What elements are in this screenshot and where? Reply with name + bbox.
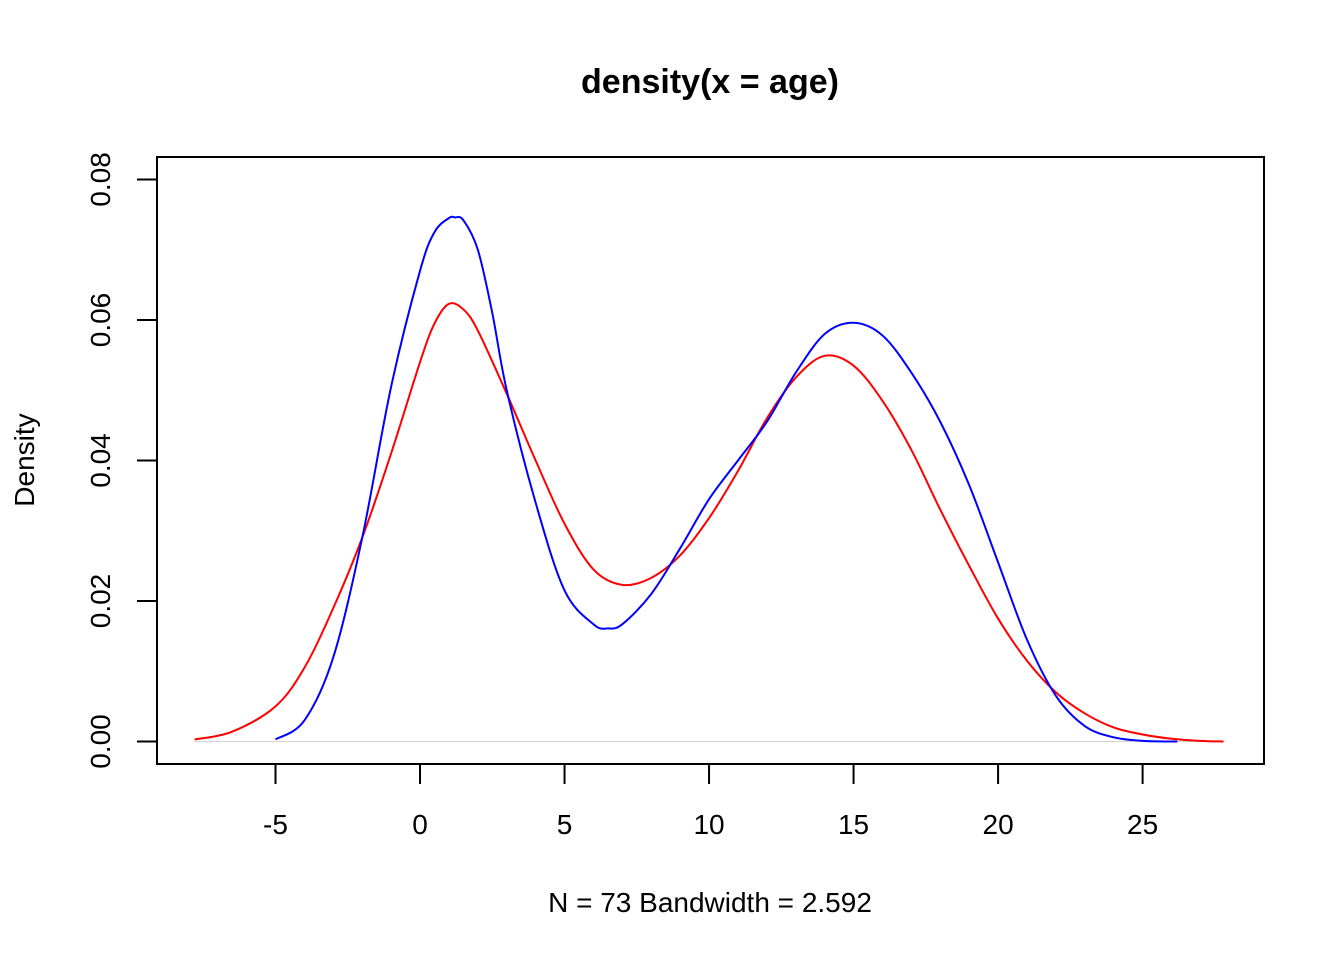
y-axis-label: Density bbox=[9, 413, 40, 506]
x-tick-label: 20 bbox=[983, 809, 1014, 840]
chart-title: density(x = age) bbox=[581, 63, 839, 101]
density-curve-1 bbox=[194, 302, 1224, 743]
y-tick-label: 0.02 bbox=[85, 574, 116, 629]
x-tick-label: -5 bbox=[263, 809, 288, 840]
x-tick-label: 0 bbox=[412, 809, 428, 840]
y-tick-label: 0.00 bbox=[85, 714, 116, 769]
x-tick-label: 25 bbox=[1127, 809, 1158, 840]
x-tick-label: 5 bbox=[557, 809, 573, 840]
y-tick-label: 0.04 bbox=[85, 433, 116, 488]
y-tick-label: 0.08 bbox=[85, 152, 116, 207]
x-tick-label: 10 bbox=[693, 809, 724, 840]
x-axis-label: N = 73 Bandwidth = 2.592 bbox=[548, 887, 872, 918]
density-curve-2 bbox=[274, 215, 1178, 743]
y-tick-label: 0.06 bbox=[85, 293, 116, 348]
plot-frame bbox=[156, 156, 1265, 765]
x-tick-label: 15 bbox=[838, 809, 869, 840]
